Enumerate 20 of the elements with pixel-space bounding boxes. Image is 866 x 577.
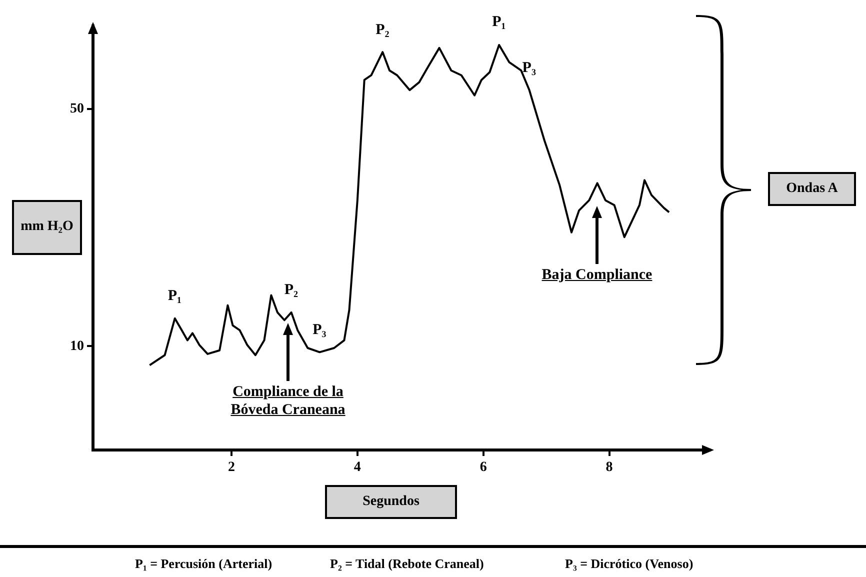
x-tick-label: 4 xyxy=(354,460,361,476)
annotation: P₁ xyxy=(492,14,506,32)
annotation: P₃ xyxy=(312,322,326,339)
y-axis-title: mm H₂O xyxy=(12,200,82,255)
y-tick-label: 50 xyxy=(70,102,84,117)
annotation: Compliance de la Bóveda Craneana xyxy=(230,383,346,419)
text: P₂ = Tidal (Rebote Craneal) xyxy=(330,556,484,572)
text: P₁ = Percusión (Arterial) xyxy=(135,556,272,572)
annotation: P₁ xyxy=(168,288,182,305)
text: Ondas A xyxy=(768,172,856,206)
annotation: P₂ xyxy=(376,22,390,39)
annotation: P₂ xyxy=(284,282,298,299)
annotation: P₃ xyxy=(522,60,536,77)
x-tick-label: 8 xyxy=(606,460,613,476)
x-tick-label: 6 xyxy=(480,460,487,476)
y-tick-label: 10 xyxy=(70,338,84,354)
annotation: Baja Compliance xyxy=(540,266,654,284)
x-axis-title: Segundos xyxy=(325,485,457,519)
text: P₃ = Dicrótico (Venoso) xyxy=(565,556,694,572)
x-tick-label: 2 xyxy=(228,460,236,476)
